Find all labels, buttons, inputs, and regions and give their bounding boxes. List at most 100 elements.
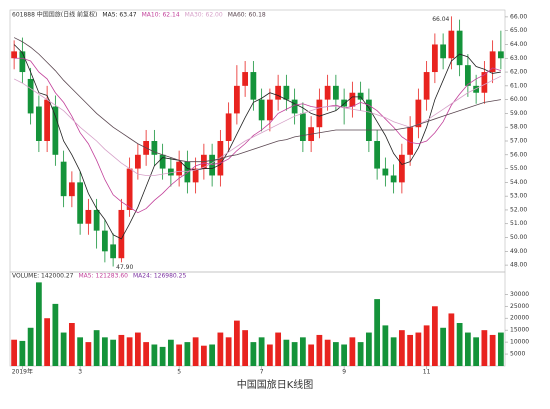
candle-body: [365, 99, 372, 141]
y-tick-label: 60.00: [510, 96, 527, 103]
x-tick-label: 11: [423, 369, 431, 376]
candle-body: [415, 99, 422, 128]
volume-bar: [415, 332, 422, 366]
candle-body: [60, 161, 67, 197]
candle-body: [192, 168, 199, 183]
candle-body: [217, 141, 224, 176]
volume-bar: [233, 320, 240, 366]
legend-entry: MA5: 63.47: [102, 12, 136, 19]
volume-bar: [209, 344, 216, 366]
candle-body: [332, 85, 339, 100]
volume-bar: [242, 330, 249, 366]
volume-bar: [52, 303, 59, 366]
volume-bar: [225, 337, 232, 366]
y-tick-label: 51.00: [510, 220, 527, 227]
volume-bar: [407, 334, 414, 366]
candle-body: [233, 85, 240, 114]
ma-line: [14, 57, 502, 214]
candle-body: [283, 85, 290, 100]
x-tick-label: 9: [342, 369, 346, 376]
volume-bar: [85, 342, 92, 366]
y-tick-label: 62.00: [510, 69, 527, 76]
volume-bar: [266, 344, 273, 366]
y-tick-label: 54.00: [510, 179, 527, 186]
candle-body: [250, 72, 257, 100]
y-tick-label: 55.00: [510, 165, 527, 172]
volume-bar: [341, 344, 348, 366]
candle-body: [176, 161, 183, 176]
annotation: 47.90: [116, 264, 133, 271]
volume-bar: [77, 337, 84, 366]
candle-body: [19, 51, 26, 73]
volume-bar: [11, 339, 18, 366]
volume-bar: [423, 325, 430, 366]
candle-body: [266, 99, 273, 121]
x-tick-label: 5: [177, 369, 181, 376]
candle-body: [242, 72, 249, 86]
y-tick-label: 5000: [510, 351, 525, 358]
volume-bar: [275, 332, 282, 366]
x-tick-label: 2019年: [12, 368, 33, 376]
volume-bar: [184, 342, 191, 366]
volume-bar: [489, 334, 496, 366]
y-tick-label: 58.00: [510, 124, 527, 131]
volume-bar: [299, 337, 306, 366]
candle-body: [481, 72, 488, 93]
y-tick-label: 25000: [510, 303, 529, 310]
volume-bar: [448, 313, 455, 366]
ma-line: [13, 37, 501, 163]
volume-bar: [134, 332, 141, 366]
volume-bar: [192, 337, 199, 366]
volume-bar: [60, 332, 67, 366]
candle-body: [151, 141, 158, 155]
y-tick-label: 49.00: [510, 248, 527, 255]
y-tick-label: 30000: [510, 291, 529, 298]
y-tick-label: 56.00: [510, 151, 527, 158]
candle-body: [225, 113, 232, 141]
candle-body: [275, 85, 282, 100]
candle-body: [159, 154, 166, 169]
volume-bar: [481, 330, 488, 366]
caption: 中国国旅日K线图: [237, 378, 314, 391]
volume-bar: [110, 339, 117, 366]
candle-body: [357, 92, 364, 100]
candle-body: [126, 168, 133, 210]
candle-body: [93, 209, 100, 231]
volume-bar: [44, 318, 51, 366]
y-tick-label: 59.00: [510, 110, 527, 117]
volume-bar: [151, 344, 158, 366]
volume-bar: [497, 332, 504, 366]
candle-body: [473, 85, 480, 93]
price-panel: [9, 9, 506, 273]
y-tick-label: 10000: [510, 339, 529, 346]
legend-entry: MA60: 60.18: [228, 12, 266, 19]
candle-body: [110, 244, 117, 259]
candle-body: [440, 44, 447, 59]
volume-bar: [101, 337, 108, 366]
volume-bar: [283, 339, 290, 366]
volume-bar: [126, 337, 133, 366]
volume-panel: [9, 271, 506, 367]
volume-bar: [250, 342, 257, 366]
candle-body: [382, 168, 389, 176]
candle-body: [497, 51, 504, 59]
volume-bar: [332, 342, 339, 366]
candle-body: [209, 154, 216, 176]
volume-bar: [176, 344, 183, 366]
volume-bar: [143, 342, 150, 366]
y-tick-label: 65.00: [510, 27, 527, 34]
ma-line: [13, 44, 501, 240]
volume-bar: [68, 323, 75, 366]
annotation: 66.04: [432, 16, 449, 23]
header-text: 601888 中国国旅(日线 前复权): [12, 11, 97, 19]
volume-bar: [118, 334, 125, 366]
candle-body: [258, 99, 265, 121]
candle-body: [349, 92, 356, 107]
y-tick-label: 57.00: [510, 138, 527, 145]
candle-body: [44, 99, 51, 141]
candle-body: [134, 154, 141, 169]
y-tick-label: 63.00: [510, 55, 527, 62]
candle-body: [324, 85, 331, 100]
y-tick-label: 53.00: [510, 193, 527, 200]
